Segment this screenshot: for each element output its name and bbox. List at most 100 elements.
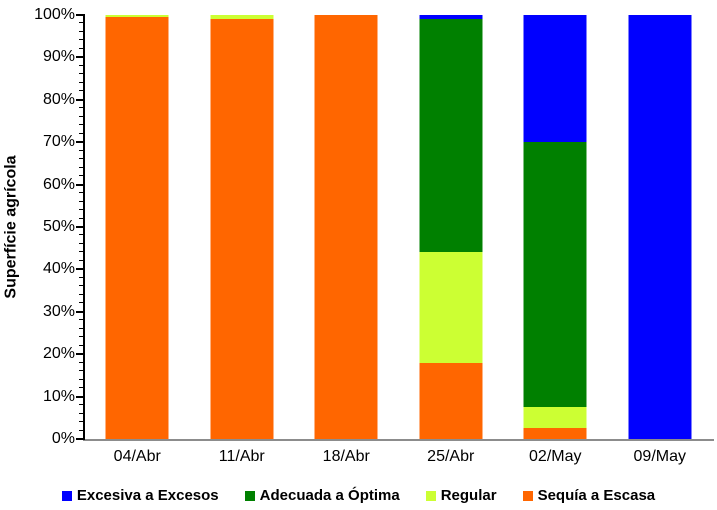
legend-color-swatch-icon xyxy=(244,490,255,501)
y-minor-tick xyxy=(79,259,83,261)
y-major-tick xyxy=(76,268,85,271)
x-axis-labels: 04/Abr 11/Abr 18/Abr 25/Abr 02/May 09/May xyxy=(85,448,712,468)
x-tick-label: 04/Abr xyxy=(113,448,161,465)
y-minor-tick xyxy=(79,404,83,406)
y-minor-tick xyxy=(79,22,83,24)
bar-segment xyxy=(523,142,587,408)
legend-label: Excesiva a Excesos xyxy=(76,487,219,504)
y-minor-tick xyxy=(79,378,83,380)
bar-segment xyxy=(419,19,483,253)
legend-item: Regular xyxy=(425,487,497,504)
bar-column xyxy=(608,15,713,439)
y-major-tick xyxy=(76,141,85,144)
y-tick-label: 90% xyxy=(42,48,75,66)
legend-color-swatch-icon xyxy=(425,490,436,501)
y-major-tick xyxy=(76,226,85,228)
legend-label: Sequía a Escasa xyxy=(537,487,656,504)
bar-segment xyxy=(523,15,587,143)
y-tick-label: 20% xyxy=(42,345,75,363)
x-tick-label: 11/Abr xyxy=(218,448,265,465)
y-major-tick xyxy=(76,98,85,101)
y-minor-tick xyxy=(79,149,83,151)
bar-segment xyxy=(419,362,483,439)
bar-segment xyxy=(419,15,483,20)
bar-segment xyxy=(628,15,692,439)
bar-column xyxy=(190,15,295,439)
bar-segment xyxy=(105,15,169,18)
y-tick-label: 80% xyxy=(42,90,75,108)
y-minor-tick xyxy=(79,30,83,32)
legend: Excesiva a Excesos Adecuada a Óptima Regul… xyxy=(0,487,717,504)
y-minor-tick xyxy=(79,209,83,211)
bar-stack xyxy=(523,15,587,439)
bar-stack xyxy=(628,15,692,439)
y-minor-tick xyxy=(79,217,83,219)
bar-segment xyxy=(314,15,378,439)
y-minor-tick xyxy=(79,192,83,194)
y-tick-label: 100% xyxy=(34,6,75,23)
bar-column xyxy=(503,15,608,439)
y-minor-tick xyxy=(79,234,83,236)
bar-segment xyxy=(210,19,274,439)
y-minor-tick xyxy=(79,429,83,431)
legend-item: Sequía a Escasa xyxy=(522,487,656,504)
legend-label: Regular xyxy=(440,487,497,504)
y-major-tick xyxy=(76,438,85,440)
y-major-tick xyxy=(76,183,85,186)
bar-stack xyxy=(419,15,483,439)
y-tick-label: 0% xyxy=(51,430,75,447)
y-tick-label: 50% xyxy=(42,218,75,235)
y-axis-line xyxy=(83,15,85,441)
bar-stack xyxy=(314,15,378,439)
y-tick-label: 60% xyxy=(42,175,75,193)
bar-column xyxy=(399,15,504,439)
y-major-tick xyxy=(76,56,85,59)
y-major-tick xyxy=(76,395,85,398)
y-minor-tick xyxy=(79,39,83,41)
legend-color-swatch-icon xyxy=(522,490,533,501)
y-minor-tick xyxy=(79,412,83,414)
y-major-tick xyxy=(76,310,85,313)
x-axis-line xyxy=(83,439,714,441)
y-tick-label: 40% xyxy=(42,260,75,278)
y-tick-label: 70% xyxy=(42,133,75,151)
bar-segment xyxy=(419,252,483,363)
bar-segment xyxy=(210,15,274,20)
y-major-tick xyxy=(76,353,85,356)
y-minor-tick xyxy=(79,175,83,177)
y-minor-tick xyxy=(79,81,83,83)
y-minor-tick xyxy=(79,336,83,338)
y-minor-tick xyxy=(79,200,83,202)
y-minor-tick xyxy=(79,302,83,304)
y-minor-tick xyxy=(79,166,83,168)
y-minor-tick xyxy=(79,132,83,134)
y-minor-tick xyxy=(79,124,83,126)
y-minor-tick xyxy=(79,251,83,253)
legend-label: Adecuada a Óptima xyxy=(259,487,400,504)
y-minor-tick xyxy=(79,276,83,278)
legend-color-swatch-icon xyxy=(61,490,72,501)
legend-item: Adecuada a Óptima xyxy=(244,487,400,504)
y-minor-tick xyxy=(79,158,83,160)
bar-segment xyxy=(523,428,587,439)
plot-area: 0% 10% 20% 30% 40% 50% 60% 70% 80% 90% 100% xyxy=(34,7,714,447)
y-minor-tick xyxy=(79,90,83,92)
y-minor-tick xyxy=(79,107,83,109)
y-minor-tick xyxy=(79,285,83,287)
legend-item: Excesiva a Excesos xyxy=(61,487,219,504)
bar-stack xyxy=(210,15,274,439)
bar-column xyxy=(85,15,190,439)
y-minor-tick xyxy=(79,370,83,372)
y-minor-tick xyxy=(79,242,83,244)
x-tick-label: 25/Abr xyxy=(427,448,475,465)
bar-stack xyxy=(105,15,169,439)
y-minor-tick xyxy=(79,73,83,75)
y-minor-tick xyxy=(79,387,83,389)
y-minor-tick xyxy=(79,319,83,321)
x-tick-label: 18/Abr xyxy=(322,448,370,465)
y-minor-tick xyxy=(79,344,83,346)
y-minor-tick xyxy=(79,421,83,423)
y-minor-tick xyxy=(79,64,83,66)
y-tick-label: 10% xyxy=(42,387,75,405)
